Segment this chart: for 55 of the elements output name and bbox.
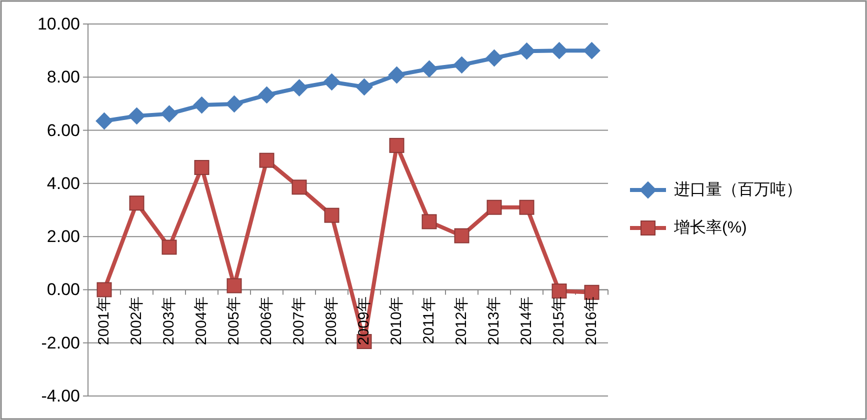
point [356, 78, 373, 96]
point [96, 282, 112, 298]
x-tick-label: 2015年 [550, 296, 568, 346]
point [324, 208, 340, 223]
x-tick-label: 2004年 [193, 296, 210, 346]
point [129, 196, 144, 211]
point [128, 107, 146, 124]
y-tick-label: 0.00 [46, 280, 80, 300]
y-tick-label: 10.00 [37, 14, 80, 34]
legend-label: 增长率(%) [673, 218, 747, 236]
point [290, 79, 308, 96]
point [389, 138, 404, 153]
x-tick-label: 2001年 [96, 296, 113, 346]
point [226, 95, 243, 112]
point [226, 278, 242, 294]
x-tick-label: 2010年 [388, 296, 406, 346]
x-tick-label: 2016年 [583, 296, 600, 346]
x-tick-label: 2006年 [258, 296, 276, 346]
point [453, 56, 470, 74]
x-tick-label: 2014年 [518, 296, 536, 346]
y-tick-label: 4.00 [46, 174, 80, 193]
point [519, 200, 534, 215]
y-tick-label: 2.00 [46, 227, 80, 246]
point [518, 42, 536, 60]
point [388, 66, 406, 84]
point [259, 152, 274, 168]
x-tick-label: 2011年 [420, 296, 438, 344]
point [420, 60, 438, 78]
x-tick-label: 2005年 [226, 296, 243, 346]
y-tick-label: -2.00 [41, 333, 80, 352]
x-tick-label: 2008年 [323, 296, 340, 346]
point [422, 214, 437, 230]
point [486, 50, 503, 67]
x-tick-label: 2007年 [290, 296, 308, 346]
y-tick-label: -4.00 [41, 386, 80, 406]
x-tick-label: 2009年 [356, 296, 373, 346]
x-tick-label: 2003年 [160, 296, 178, 346]
point [193, 96, 210, 114]
x-tick-label: 2012年 [453, 296, 470, 346]
y-tick-label: 6.00 [46, 120, 80, 140]
point [486, 200, 502, 215]
point [258, 86, 276, 104]
point [96, 112, 113, 130]
point [194, 160, 210, 175]
point [160, 105, 178, 122]
point [323, 73, 340, 90]
point [292, 180, 307, 195]
legend-label: 进口量（百万吨） [674, 180, 802, 198]
point [550, 42, 568, 60]
y-tick-label: 8.00 [46, 68, 80, 87]
x-tick-label: 2013年 [486, 296, 503, 346]
point [583, 42, 600, 60]
point [162, 240, 177, 255]
x-tick-label: 2002年 [128, 296, 146, 346]
point [454, 228, 470, 244]
